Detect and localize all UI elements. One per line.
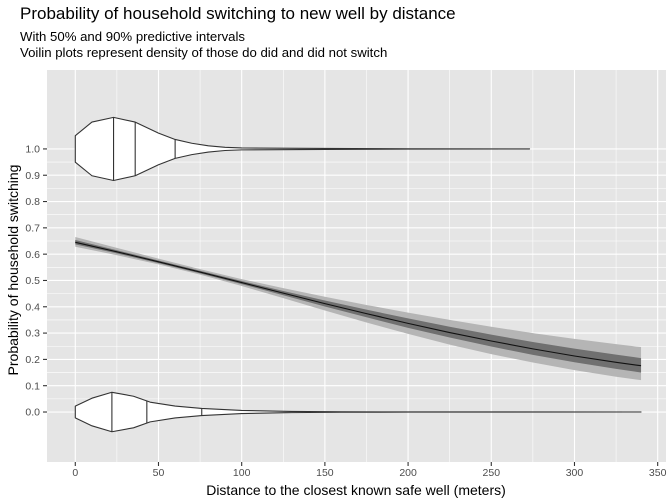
y-tick-label: 1.0	[25, 144, 40, 156]
violin-switched	[74, 116, 531, 182]
fitted-line-group	[75, 241, 642, 367]
y-tick-label: 0.9	[25, 170, 40, 182]
interval-band-50	[75, 239, 642, 373]
x-tick-label: 100	[233, 467, 251, 479]
y-tick-label: 0.4	[25, 301, 40, 313]
minor-gridlines	[47, 70, 666, 462]
x-tick-label: 150	[316, 467, 334, 479]
predictive-interval-bands	[75, 237, 642, 381]
x-tick-label: 0	[72, 467, 78, 479]
y-tick-label: 0.6	[25, 249, 40, 261]
y-tick-label: 0.1	[25, 380, 40, 392]
fitted-probability-line	[75, 241, 642, 367]
y-tick-label: 0.0	[25, 407, 40, 419]
violin-not-switched	[74, 391, 642, 433]
x-tick-label: 50	[153, 467, 165, 479]
chart-subtitle-line-2: Voilin plots represent density of those …	[20, 45, 388, 60]
y-tick-label: 0.5	[25, 275, 40, 287]
y-tick-label: 0.2	[25, 354, 40, 366]
chart-subtitle-line-1: With 50% and 90% predictive intervals	[20, 29, 246, 44]
chart-title: Probability of household switching to ne…	[20, 4, 456, 23]
y-tick-label: 0.8	[25, 196, 40, 208]
y-axis: 0.0 0.1 0.2 0.3 0.4 0.5 0.6 0.7 0.8 0.9 1.0	[25, 144, 47, 419]
y-tick-label: 0.3	[25, 328, 40, 340]
violin-plots	[74, 116, 642, 433]
x-axis: 0 50 100 150 200 250 300 350	[72, 462, 667, 479]
y-tick-label: 0.7	[25, 222, 40, 234]
x-tick-label: 300	[566, 467, 584, 479]
x-tick-label: 350	[649, 467, 667, 479]
y-axis-label: Probability of household switching	[5, 165, 21, 376]
x-tick-label: 200	[399, 467, 417, 479]
x-axis-label: Distance to the closest known safe well …	[206, 482, 506, 498]
x-tick-label: 250	[483, 467, 501, 479]
